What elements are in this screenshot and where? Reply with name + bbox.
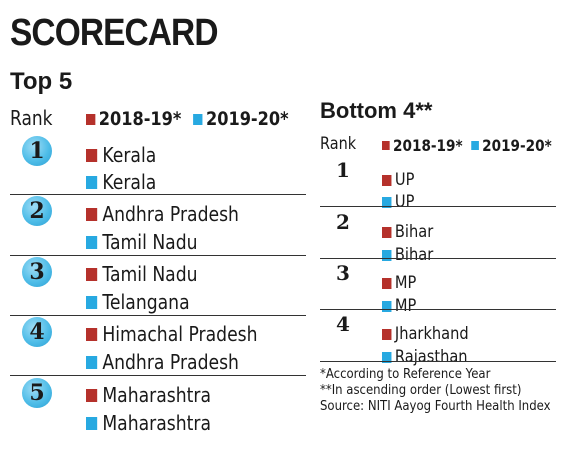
bottom4-heading: Bottom 4** bbox=[320, 98, 433, 123]
bottom-rank-4: 4 bbox=[336, 312, 350, 336]
bottom4-row2-2019: Bihar bbox=[382, 245, 433, 265]
divider bbox=[320, 258, 556, 259]
legend-2018-label: 2018-19* bbox=[98, 108, 182, 130]
top5-row1-2018: Kerala bbox=[86, 143, 156, 167]
rank-badge-2: 2 bbox=[22, 196, 52, 226]
bottom-rank-3: 3 bbox=[336, 261, 350, 285]
bottom4-row1-2019: UP bbox=[382, 192, 414, 212]
top5-row3-2019: Telangana bbox=[86, 290, 190, 314]
bottom-rank-1: 1 bbox=[336, 158, 350, 182]
bottom4-row1-2018: UP bbox=[382, 170, 414, 190]
top5-row4-2019: Andhra Pradesh bbox=[86, 350, 239, 374]
rank-badge-4: 4 bbox=[22, 317, 52, 347]
top5-row5-2018: Maharashtra bbox=[86, 383, 211, 407]
bottom4-row3-2018: MP bbox=[382, 273, 416, 293]
top5-row2-2018: Andhra Pradesh bbox=[86, 202, 239, 226]
footnote-reference-year: *According to Reference Year bbox=[320, 367, 491, 382]
divider bbox=[10, 375, 306, 376]
bottom4-row4-2018: Jharkhand bbox=[382, 324, 469, 344]
footnote-source: Source: NITI Aayog Fourth Health Index bbox=[320, 399, 551, 414]
legend-2019-swatch bbox=[471, 141, 479, 150]
footnote-ascending-order: **In ascending order (Lowest first) bbox=[320, 383, 522, 398]
top5-legend: 2018-19* 2019-20* bbox=[86, 108, 289, 130]
divider bbox=[10, 255, 306, 256]
rank-badge-5: 5 bbox=[22, 378, 52, 408]
bottom4-rank-label: Rank bbox=[320, 134, 357, 154]
top5-row4-2018: Himachal Pradesh bbox=[86, 322, 258, 346]
bottom4-legend: 2018-19* 2019-20* bbox=[382, 136, 552, 155]
divider bbox=[320, 361, 556, 362]
bottom4-row4-2019: Rajasthan bbox=[382, 347, 468, 367]
bottom-rank-2: 2 bbox=[336, 210, 350, 234]
legend-2018-swatch bbox=[382, 141, 390, 150]
divider bbox=[10, 315, 306, 316]
divider bbox=[320, 309, 556, 310]
legend-2019-label: 2019-20* bbox=[205, 108, 289, 130]
top5-heading: Top 5 bbox=[10, 68, 73, 95]
top5-row2-2019: Tamil Nadu bbox=[86, 230, 198, 254]
rank-badge-3: 3 bbox=[22, 257, 52, 287]
legend-2018-label: 2018-19* bbox=[393, 136, 463, 155]
bottom4-row3-2019: MP bbox=[382, 296, 416, 316]
divider bbox=[10, 194, 306, 195]
rank-badge-1: 1 bbox=[22, 136, 52, 166]
top5-row5-2019: Maharashtra bbox=[86, 411, 211, 435]
top5-rank-label: Rank bbox=[10, 106, 53, 130]
page-title: SCORECARD bbox=[10, 12, 218, 54]
legend-2019-label: 2019-20* bbox=[482, 136, 552, 155]
top5-row1-2019: Kerala bbox=[86, 170, 156, 194]
legend-2018-swatch bbox=[86, 113, 96, 125]
divider bbox=[320, 206, 556, 207]
legend-2019-swatch bbox=[193, 113, 203, 125]
bottom4-row2-2018: Bihar bbox=[382, 222, 433, 242]
top5-row3-2018: Tamil Nadu bbox=[86, 262, 198, 286]
